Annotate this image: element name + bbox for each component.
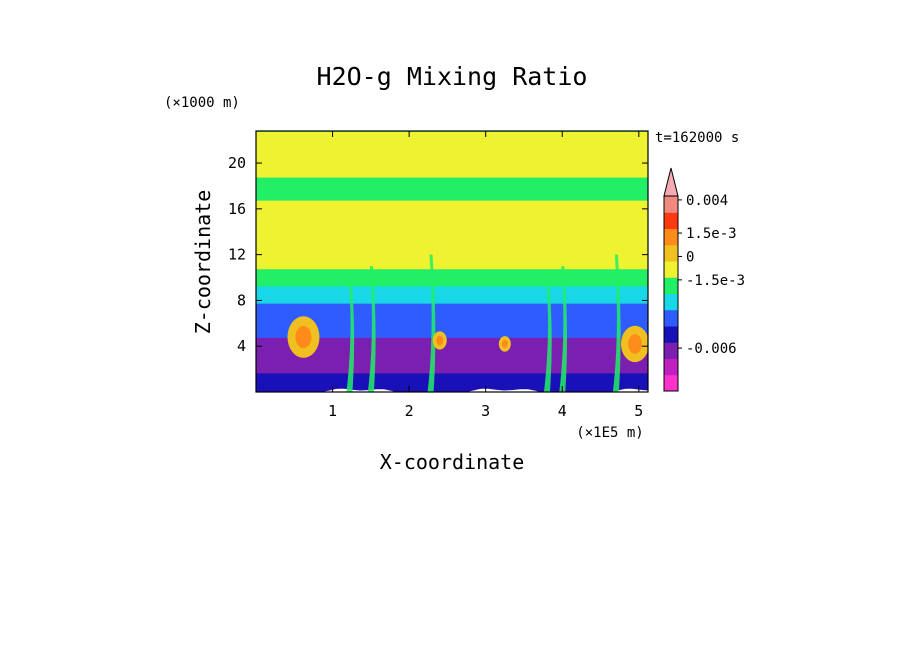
x-axis: 1 2 3 4 5 — [328, 131, 643, 420]
colorbar-tick-label: -1.5e-3 — [686, 273, 745, 289]
plume — [427, 254, 436, 392]
colorbar-swatch — [664, 293, 678, 311]
y-tick-label: 16 — [228, 200, 246, 218]
colorbar-swatch — [664, 358, 678, 376]
colorbar-swatch — [664, 309, 678, 327]
chart-title: H2O-g Mixing Ratio — [317, 62, 588, 91]
y-axis: 4 8 12 16 20 — [228, 154, 648, 355]
plume — [346, 277, 355, 392]
y-unit-label: (×1000 m) — [164, 95, 240, 111]
moist-core — [295, 325, 312, 349]
colorbar-extend-triangle — [663, 167, 679, 197]
plot-area — [256, 131, 648, 392]
plume — [543, 277, 552, 392]
x-tick-label: 4 — [558, 402, 567, 420]
moist-core — [501, 339, 508, 349]
colorbar-swatch — [664, 212, 678, 229]
x-unit-label: (×1E5 m) — [576, 425, 643, 441]
colorbar-swatch — [664, 326, 678, 343]
x-tick-label: 5 — [634, 402, 643, 420]
colorbar-swatch — [664, 228, 678, 246]
colorbar-tick-label: 1.5e-3 — [686, 226, 737, 242]
colorbar-swatch — [664, 342, 678, 359]
plume — [612, 254, 621, 392]
colorbar-swatch — [664, 244, 678, 262]
colorbar-tick-label: 0.004 — [686, 193, 728, 209]
time-label: t=162000 s — [655, 130, 739, 146]
x-tick-label: 2 — [405, 402, 414, 420]
plume — [559, 266, 568, 392]
y-tick-label: 4 — [237, 337, 246, 355]
plot-frame — [255, 130, 649, 393]
x-tick-label: 1 — [328, 402, 337, 420]
colorbar-swatch — [664, 277, 678, 294]
colorbar-tick-label: 0 — [686, 249, 694, 265]
x-axis-label: X-coordinate — [380, 450, 525, 474]
moist-core — [627, 334, 642, 354]
y-tick-label: 20 — [228, 154, 246, 172]
colorbar: 0.004 1.5e-3 0 -1.5e-3 -0.006 — [663, 167, 745, 392]
colorbar-swatch — [664, 196, 678, 213]
x-tick-label: 3 — [481, 402, 490, 420]
y-axis-label: Z-coordinate — [191, 190, 215, 335]
colorbar-frame — [663, 195, 679, 392]
colorbar-tick-label: -0.006 — [686, 341, 737, 357]
moist-core — [436, 335, 444, 346]
plume — [367, 266, 376, 392]
colorbar-swatch — [664, 261, 678, 278]
y-tick-label: 8 — [237, 291, 246, 309]
colorbar-swatch — [664, 374, 678, 392]
y-tick-label: 12 — [228, 246, 246, 264]
